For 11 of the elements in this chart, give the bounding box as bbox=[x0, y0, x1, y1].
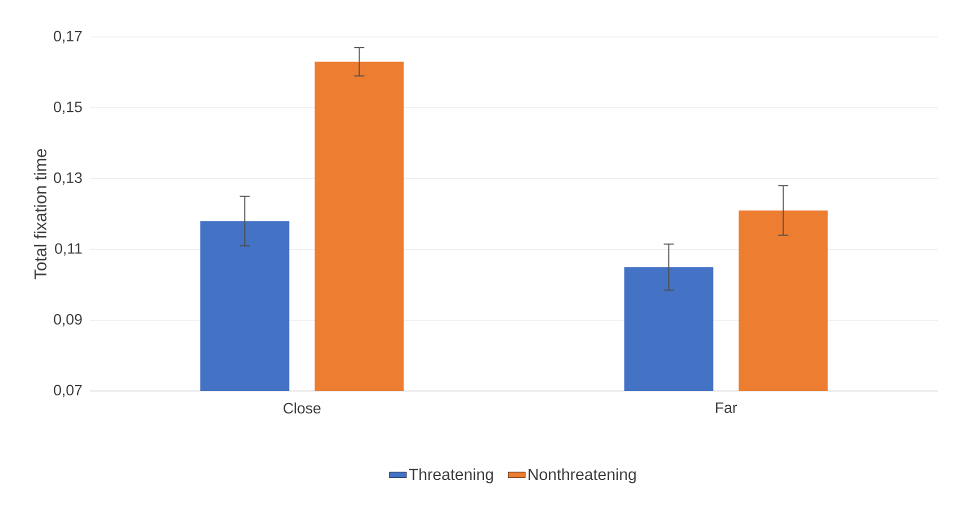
x-tick-label: Far bbox=[716, 402, 738, 413]
y-axis-title: Total fixation time bbox=[34, 149, 46, 280]
legend-label: Nonthreatening bbox=[528, 468, 636, 484]
y-tick-label: 0,17 bbox=[54, 30, 82, 44]
y-tick-label: 0,11 bbox=[54, 243, 82, 256]
y-tick-label: 0,13 bbox=[54, 172, 82, 185]
x-tick-label: Close bbox=[284, 402, 320, 414]
legend-label: Threatening bbox=[408, 468, 493, 484]
y-tick-label: 0,09 bbox=[54, 314, 82, 326]
y-tick-label: 0,15 bbox=[54, 102, 82, 114]
y-tick-label: 0,07 bbox=[54, 384, 82, 398]
